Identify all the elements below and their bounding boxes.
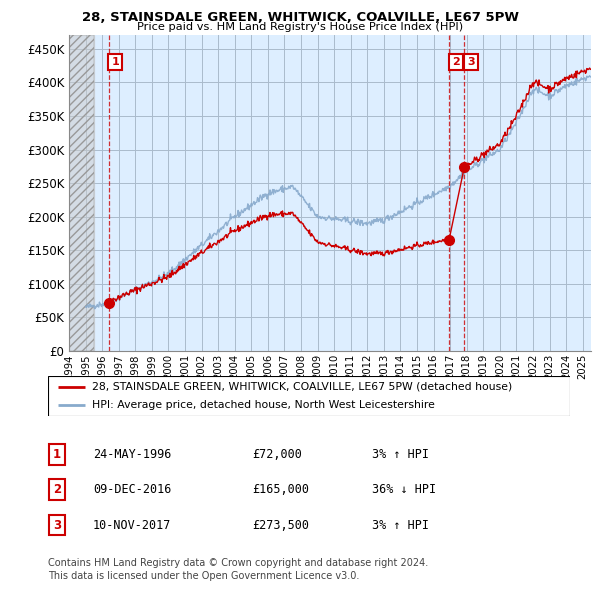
Text: £273,500: £273,500 — [252, 519, 309, 532]
Text: 2: 2 — [53, 483, 61, 496]
Text: HPI: Average price, detached house, North West Leicestershire: HPI: Average price, detached house, Nort… — [92, 400, 435, 410]
Text: 3% ↑ HPI: 3% ↑ HPI — [372, 448, 429, 461]
Text: £165,000: £165,000 — [252, 483, 309, 496]
Text: 1: 1 — [112, 57, 119, 67]
Text: 3: 3 — [467, 57, 475, 67]
Text: 09-DEC-2016: 09-DEC-2016 — [93, 483, 172, 496]
Text: 36% ↓ HPI: 36% ↓ HPI — [372, 483, 436, 496]
Text: 1: 1 — [53, 448, 61, 461]
Text: 10-NOV-2017: 10-NOV-2017 — [93, 519, 172, 532]
Text: Price paid vs. HM Land Registry's House Price Index (HPI): Price paid vs. HM Land Registry's House … — [137, 22, 463, 32]
Bar — [69, 35, 94, 351]
Text: 28, STAINSDALE GREEN, WHITWICK, COALVILLE, LE67 5PW (detached house): 28, STAINSDALE GREEN, WHITWICK, COALVILL… — [92, 382, 512, 392]
Text: £72,000: £72,000 — [252, 448, 302, 461]
Text: 3: 3 — [53, 519, 61, 532]
Text: 3% ↑ HPI: 3% ↑ HPI — [372, 519, 429, 532]
Text: 2: 2 — [452, 57, 460, 67]
Text: Contains HM Land Registry data © Crown copyright and database right 2024.
This d: Contains HM Land Registry data © Crown c… — [48, 558, 428, 581]
Text: 28, STAINSDALE GREEN, WHITWICK, COALVILLE, LE67 5PW: 28, STAINSDALE GREEN, WHITWICK, COALVILL… — [82, 11, 518, 24]
Text: 24-MAY-1996: 24-MAY-1996 — [93, 448, 172, 461]
Bar — [69, 35, 94, 351]
